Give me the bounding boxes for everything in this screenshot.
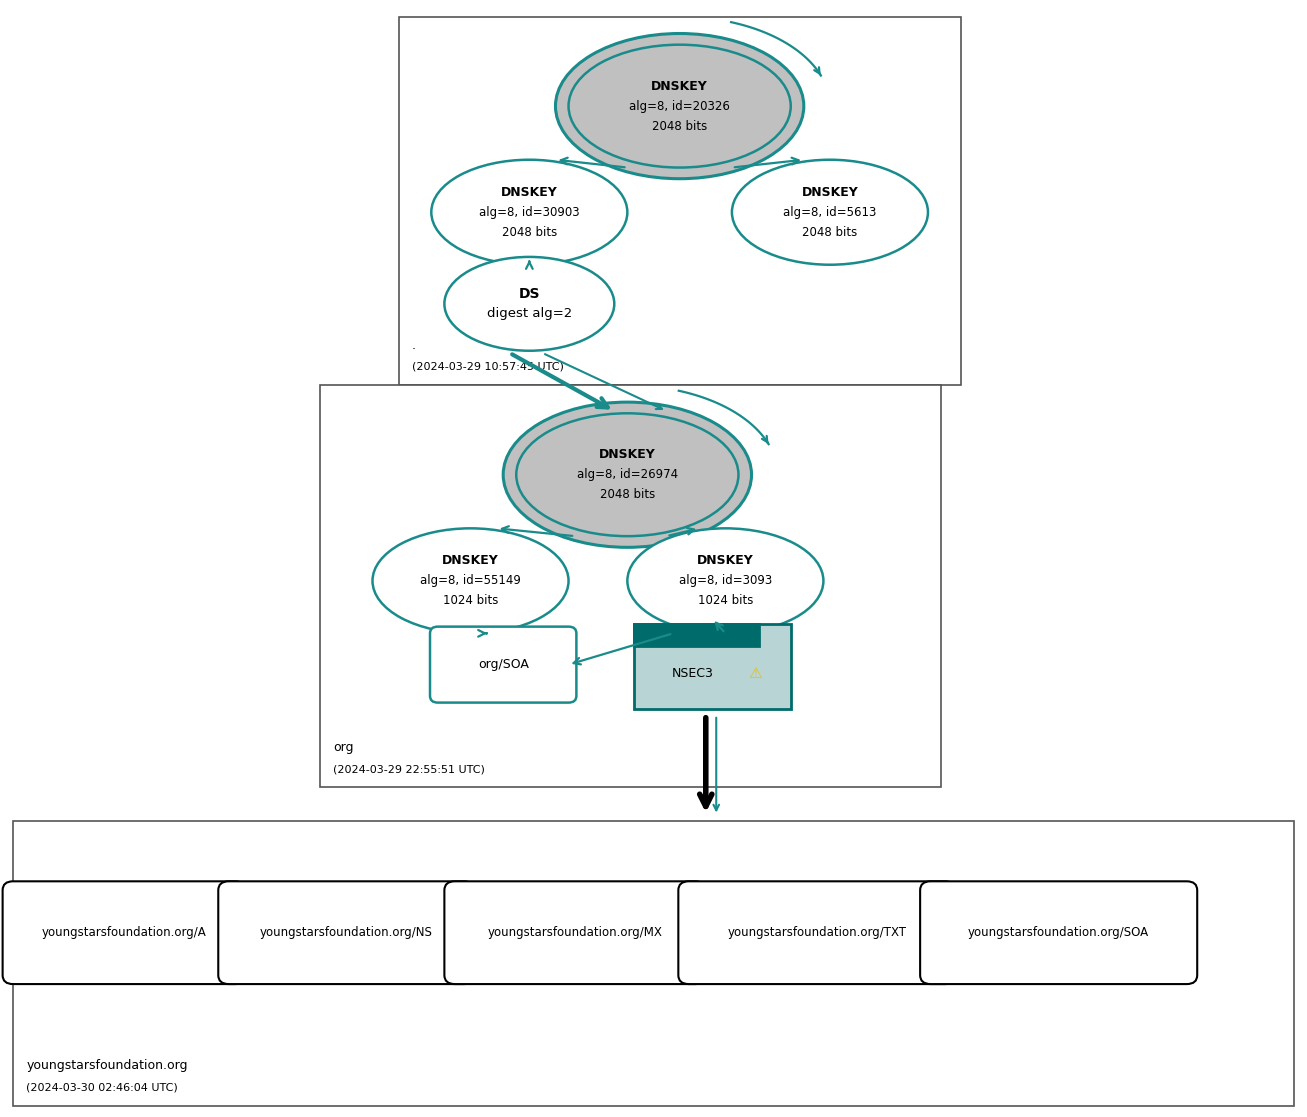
FancyBboxPatch shape: [13, 821, 1294, 1106]
Text: DNSKEY: DNSKEY: [599, 448, 656, 461]
Text: DNSKEY: DNSKEY: [801, 185, 859, 199]
FancyBboxPatch shape: [218, 881, 474, 984]
Text: youngstarsfoundation.org: youngstarsfoundation.org: [26, 1059, 188, 1072]
Text: alg=8, id=5613: alg=8, id=5613: [783, 206, 877, 219]
Text: youngstarsfoundation.org/A: youngstarsfoundation.org/A: [42, 926, 207, 939]
FancyBboxPatch shape: [920, 881, 1197, 984]
Text: alg=8, id=55149: alg=8, id=55149: [420, 574, 521, 588]
Ellipse shape: [732, 160, 928, 265]
Text: 1024 bits: 1024 bits: [698, 594, 753, 608]
Text: alg=8, id=30903: alg=8, id=30903: [480, 206, 579, 219]
Ellipse shape: [444, 257, 614, 351]
Text: DNSKEY: DNSKEY: [442, 554, 499, 567]
Text: DNSKEY: DNSKEY: [501, 185, 558, 199]
Text: alg=8, id=20326: alg=8, id=20326: [629, 99, 731, 113]
FancyBboxPatch shape: [3, 881, 246, 984]
FancyBboxPatch shape: [634, 624, 759, 646]
Text: digest alg=2: digest alg=2: [486, 307, 572, 321]
Text: DNSKEY: DNSKEY: [651, 79, 708, 93]
Text: ⚠: ⚠: [749, 666, 762, 680]
Ellipse shape: [569, 45, 791, 168]
Ellipse shape: [555, 34, 804, 179]
Text: alg=8, id=3093: alg=8, id=3093: [678, 574, 772, 588]
Text: NSEC3: NSEC3: [672, 667, 714, 680]
Ellipse shape: [627, 528, 823, 633]
Text: 2048 bits: 2048 bits: [802, 226, 857, 239]
Text: DNSKEY: DNSKEY: [697, 554, 754, 567]
Text: .: .: [412, 338, 416, 352]
Text: 1024 bits: 1024 bits: [443, 594, 498, 608]
Text: 2048 bits: 2048 bits: [652, 120, 707, 133]
FancyBboxPatch shape: [430, 627, 576, 703]
Text: (2024-03-30 02:46:04 UTC): (2024-03-30 02:46:04 UTC): [26, 1082, 178, 1092]
Text: (2024-03-29 10:57:45 UTC): (2024-03-29 10:57:45 UTC): [412, 362, 563, 372]
Ellipse shape: [431, 160, 627, 265]
Text: 2048 bits: 2048 bits: [502, 226, 557, 239]
FancyBboxPatch shape: [320, 385, 941, 787]
FancyBboxPatch shape: [444, 881, 706, 984]
Text: alg=8, id=26974: alg=8, id=26974: [576, 468, 678, 481]
Text: youngstarsfoundation.org/NS: youngstarsfoundation.org/NS: [260, 926, 433, 939]
FancyBboxPatch shape: [678, 881, 955, 984]
Text: (2024-03-29 22:55:51 UTC): (2024-03-29 22:55:51 UTC): [333, 764, 485, 774]
Text: DS: DS: [519, 287, 540, 300]
FancyBboxPatch shape: [399, 17, 961, 385]
Text: youngstarsfoundation.org/SOA: youngstarsfoundation.org/SOA: [968, 926, 1149, 939]
Ellipse shape: [516, 413, 738, 536]
FancyBboxPatch shape: [634, 624, 791, 709]
Ellipse shape: [372, 528, 569, 633]
Text: 2048 bits: 2048 bits: [600, 488, 655, 502]
Ellipse shape: [503, 402, 752, 547]
Text: youngstarsfoundation.org/TXT: youngstarsfoundation.org/TXT: [728, 926, 906, 939]
Text: org: org: [333, 741, 354, 754]
Text: org/SOA: org/SOA: [478, 658, 528, 671]
Text: youngstarsfoundation.org/MX: youngstarsfoundation.org/MX: [488, 926, 663, 939]
